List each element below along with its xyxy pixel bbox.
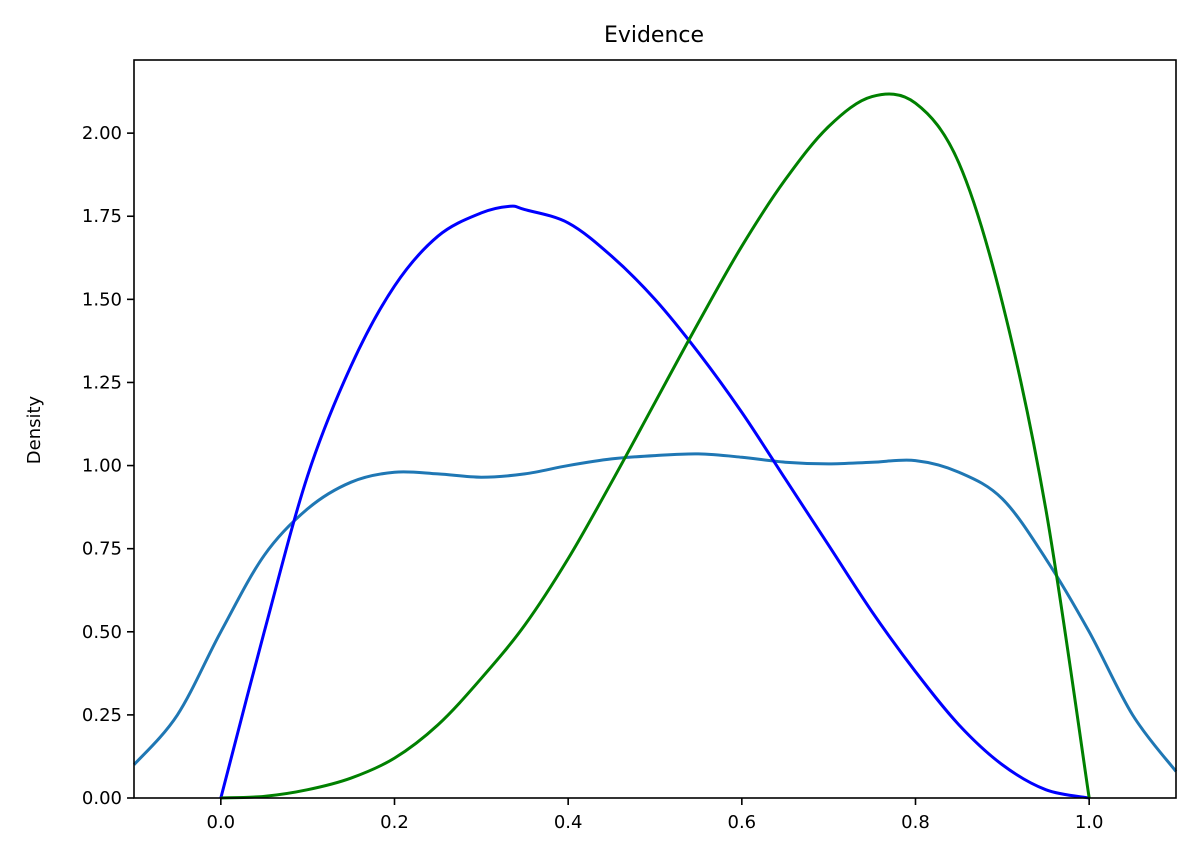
x-tick-label: 0.6 xyxy=(728,812,757,833)
y-tick-label: 1.75 xyxy=(82,206,122,227)
y-tick-label: 0.75 xyxy=(82,539,122,560)
y-tick-label: 0.25 xyxy=(82,705,122,726)
x-tick-label: 1.0 xyxy=(1075,812,1104,833)
y-tick-label: 0.00 xyxy=(82,788,122,809)
series-layer xyxy=(132,92,1178,800)
x-tick-label: 0.8 xyxy=(901,812,930,833)
x-tick-label: 0.0 xyxy=(207,812,236,833)
series-line-2 xyxy=(219,204,1090,800)
y-tick-label: 1.00 xyxy=(82,456,122,477)
y-tick-label: 1.25 xyxy=(82,372,122,393)
y-axis-label: Density xyxy=(24,395,45,464)
y-tick-label: 2.00 xyxy=(82,123,122,144)
x-axis: 0.0 0.2 0.4 0.6 0.8 1.0 xyxy=(207,798,1104,833)
y-tick-label: 1.50 xyxy=(82,289,122,310)
x-tick-label: 0.2 xyxy=(380,812,409,833)
series-line-3 xyxy=(220,92,1091,800)
plot-frame xyxy=(133,59,1177,799)
y-axis: 0.00 0.25 0.50 0.75 1.00 1.25 1.50 1.75 2.00 xyxy=(82,123,134,809)
chart-title: Evidence xyxy=(604,23,704,48)
series-line-1 xyxy=(132,452,1178,773)
x-tick-label: 0.4 xyxy=(554,812,583,833)
y-tick-label: 0.50 xyxy=(82,622,122,643)
